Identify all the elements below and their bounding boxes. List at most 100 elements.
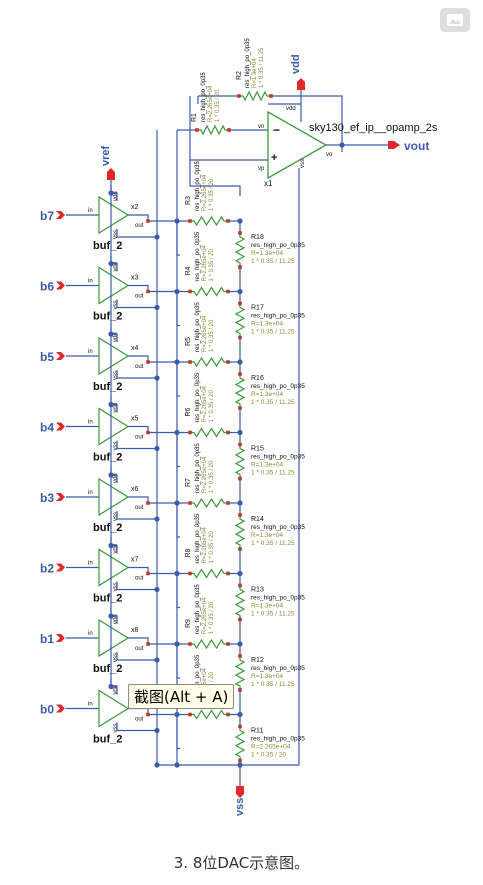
- wire: [111, 333, 118, 342]
- buffer-triangle-x7: [98, 548, 130, 587]
- pin-marker: [188, 571, 192, 576]
- input-pin-arrow: [56, 704, 65, 713]
- vref-pin: [107, 168, 115, 180]
- pin-marker: [188, 219, 192, 223]
- image-button[interactable]: [440, 8, 470, 32]
- ladder-res-type: res_high_po_0p35: [251, 383, 305, 390]
- buffer-instance-x2: x2: [131, 204, 139, 211]
- buffer-cell-x5: buf_2: [93, 452, 122, 464]
- ladder-res-dims: 1 * 0.35 / 20: [251, 752, 286, 759]
- wire: [111, 474, 118, 483]
- pin-marker: [195, 128, 199, 132]
- ladder-res-name-R14: R14: [251, 516, 264, 523]
- series-res-dims: 1 * 0.35 / 20: [209, 178, 215, 211]
- opamp-plus: +: [271, 152, 277, 164]
- buf-pin-in: in: [88, 279, 93, 285]
- pin-marker: [238, 372, 242, 376]
- wire: [116, 440, 157, 450]
- junction-dot: [154, 727, 160, 734]
- buffer-instance-x8: x8: [131, 627, 139, 634]
- buffer-triangle-x9: [98, 689, 130, 728]
- bit-pin-label-b7: b7: [40, 209, 54, 223]
- buffer-cell-x6: buf_2: [93, 522, 122, 534]
- resistor-symbol: [234, 303, 246, 338]
- series-res-type: res_high_po_0p35: [195, 443, 201, 493]
- resistor-symbol: [190, 638, 228, 650]
- input-pin-arrow: [56, 352, 65, 360]
- buffer-triangle-x6: [98, 477, 130, 517]
- buf-pin-in: in: [88, 208, 93, 214]
- buffer-cell-x8: buf_2: [93, 663, 122, 675]
- r2-dims: 1 * 0.35 / 11.25: [259, 47, 265, 88]
- series-res-value: R=2.265e+04: [202, 385, 208, 422]
- pin-marker: [188, 501, 192, 505]
- ladder-res-value: R=1.3e+04: [251, 391, 284, 398]
- input-pin-arrow: [56, 493, 65, 501]
- pin-marker: [146, 219, 150, 223]
- series-res-type: res_high_po_0p35: [195, 161, 201, 211]
- ladder-top-wire: [189, 160, 241, 196]
- wire: [111, 403, 118, 413]
- pin-marker: [238, 231, 242, 235]
- ladder-res-type: res_high_po_0p35: [251, 454, 305, 461]
- pin-marker: [237, 94, 241, 98]
- series-res-type: res_high_po_0p35: [195, 231, 201, 281]
- wire: [176, 644, 180, 679]
- pin-marker: [188, 642, 192, 646]
- vout-pin: [388, 141, 400, 149]
- series-res-type: res_high_po_0p35: [195, 372, 201, 422]
- buf-pin-out: out: [135, 435, 144, 441]
- buf-pin-in: in: [88, 702, 93, 708]
- buf-pin-vss: vss: [113, 724, 119, 733]
- ladder-res-type: res_high_po_0p35: [251, 665, 305, 672]
- r2-type: res_high_po_0p35: [245, 38, 251, 88]
- wire: [116, 581, 157, 591]
- buf-pin-vdd: vdd: [113, 473, 119, 483]
- bit-pin-label-b4: b4: [40, 421, 54, 435]
- series-res-value: R=2.265e+04: [202, 174, 208, 211]
- buf-pin-vdd: vdd: [113, 262, 119, 272]
- wire: [128, 355, 184, 363]
- input-pin-arrow: [56, 634, 65, 642]
- wire: [111, 262, 118, 272]
- buffer-instance-x7: x7: [131, 557, 139, 564]
- wire: [111, 685, 118, 695]
- vdd-wire: [268, 90, 302, 105]
- opamp-pin-vp: vp: [258, 166, 265, 172]
- resistor-symbol: [234, 233, 246, 267]
- wire: [116, 722, 157, 732]
- vdd-pin-label: vdd: [290, 54, 302, 74]
- junction-dot: [154, 304, 160, 311]
- screenshot-tooltip: 截图(Alt + A): [128, 684, 235, 709]
- buf-pin-vdd: vdd: [113, 332, 119, 342]
- buf-pin-vdd: vdd: [113, 685, 119, 695]
- vdd-pin: [297, 78, 305, 90]
- opamp-minus: −: [273, 123, 280, 137]
- buffer-instance-x3: x3: [131, 275, 139, 282]
- buf-pin-out: out: [135, 576, 144, 582]
- buffer-cell-x2: buf_2: [93, 240, 122, 252]
- wire: [111, 192, 118, 201]
- ladder-res-value: R=1.3e+04: [251, 603, 284, 610]
- buffer-instance-x6: x6: [131, 486, 139, 493]
- resistor-symbol: [190, 568, 228, 579]
- wire: [116, 229, 157, 238]
- buf-pin-out: out: [135, 364, 144, 370]
- ladder-res-value: R=1.3e+04: [251, 673, 284, 680]
- r1-dims: 1 * 0.35 / 20: [215, 89, 221, 122]
- pin-marker: [238, 724, 242, 729]
- ladder-res-name-R18: R18: [251, 234, 264, 241]
- wire: [176, 573, 180, 609]
- bit-pin-label-b5: b5: [40, 350, 54, 364]
- buf-pin-vdd: vdd: [113, 544, 119, 554]
- ladder-res-type: res_high_po_0p35: [251, 242, 305, 249]
- ladder-res-value: R=1.3e+04: [251, 532, 284, 539]
- ladder-res-name-R11: R11: [251, 728, 263, 735]
- series-res-value: R=2.265e+04: [202, 244, 208, 281]
- series-res-dims: 1 * 0.35 / 20: [209, 460, 215, 493]
- ladder-res-type: res_high_po_0p35: [251, 736, 305, 743]
- series-res-type: res_high_po_0p35: [195, 513, 201, 563]
- opamp-pin-vn: vn: [258, 124, 264, 130]
- pin-marker: [269, 94, 273, 98]
- wire: [128, 496, 184, 504]
